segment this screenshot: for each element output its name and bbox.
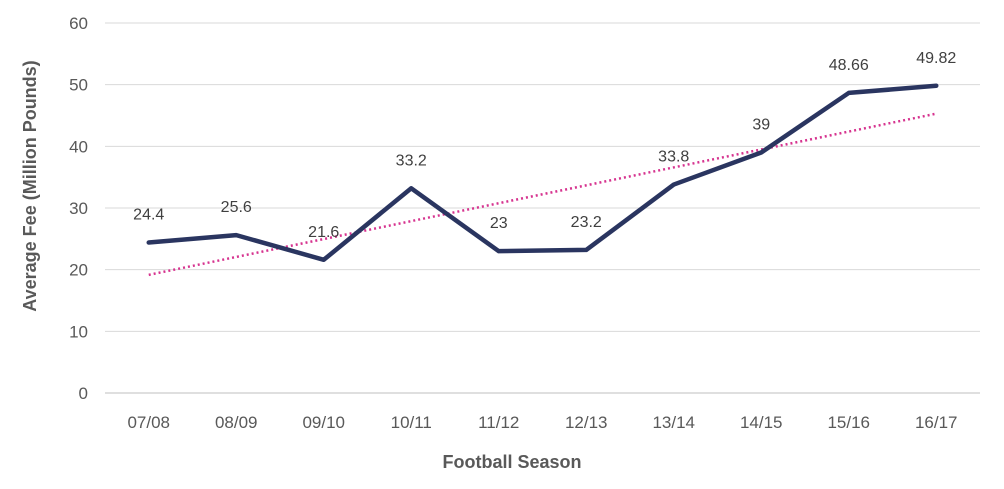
y-tick-label: 0 bbox=[79, 384, 88, 403]
series-line bbox=[146, 83, 939, 263]
y-tick-labels: 0 10 20 30 40 50 60 bbox=[69, 14, 88, 403]
data-label: 23.2 bbox=[571, 214, 602, 231]
data-label: 33.2 bbox=[396, 152, 427, 169]
x-tick-label: 08/09 bbox=[215, 413, 258, 432]
x-tick-label: 11/12 bbox=[478, 413, 519, 432]
x-tick-label: 12/13 bbox=[565, 413, 608, 432]
y-axis-title: Average Fee (Million Pounds) bbox=[20, 60, 40, 311]
x-tick-label: 09/10 bbox=[302, 413, 345, 432]
y-tick-label: 40 bbox=[69, 137, 88, 156]
data-label: 48.66 bbox=[829, 57, 869, 74]
y-tick-label: 30 bbox=[69, 199, 88, 218]
y-tick-label: 10 bbox=[69, 322, 88, 341]
x-tick-label: 13/14 bbox=[652, 413, 695, 432]
y-tick-label: 60 bbox=[69, 14, 88, 33]
data-label: 23 bbox=[490, 215, 508, 232]
x-tick-label: 15/16 bbox=[827, 413, 870, 432]
data-labels: 24.4 25.6 21.6 33.2 23 23.2 33.8 39 48.66 49.82 bbox=[133, 50, 956, 241]
data-label: 39 bbox=[752, 117, 770, 134]
trendline-group bbox=[148, 112, 937, 277]
trendline bbox=[148, 112, 937, 277]
data-label: 25.6 bbox=[221, 199, 252, 216]
x-tick-label: 07/08 bbox=[127, 413, 170, 432]
x-tick-label: 16/17 bbox=[915, 413, 958, 432]
x-tick-label: 14/15 bbox=[740, 413, 783, 432]
data-label: 21.6 bbox=[308, 224, 339, 241]
series-group bbox=[146, 83, 939, 263]
x-tick-labels: 07/08 08/09 09/10 10/11 11/12 12/13 13/14 14/15… bbox=[127, 413, 957, 432]
y-tick-label: 50 bbox=[69, 76, 88, 95]
gridlines bbox=[105, 22, 980, 394]
x-tick-label: 10/11 bbox=[391, 413, 432, 432]
data-label: 33.8 bbox=[658, 149, 689, 166]
data-label: 49.82 bbox=[916, 50, 956, 67]
y-tick-label: 20 bbox=[69, 261, 88, 280]
data-label: 24.4 bbox=[133, 207, 164, 224]
x-axis-title: Football Season bbox=[442, 452, 581, 472]
